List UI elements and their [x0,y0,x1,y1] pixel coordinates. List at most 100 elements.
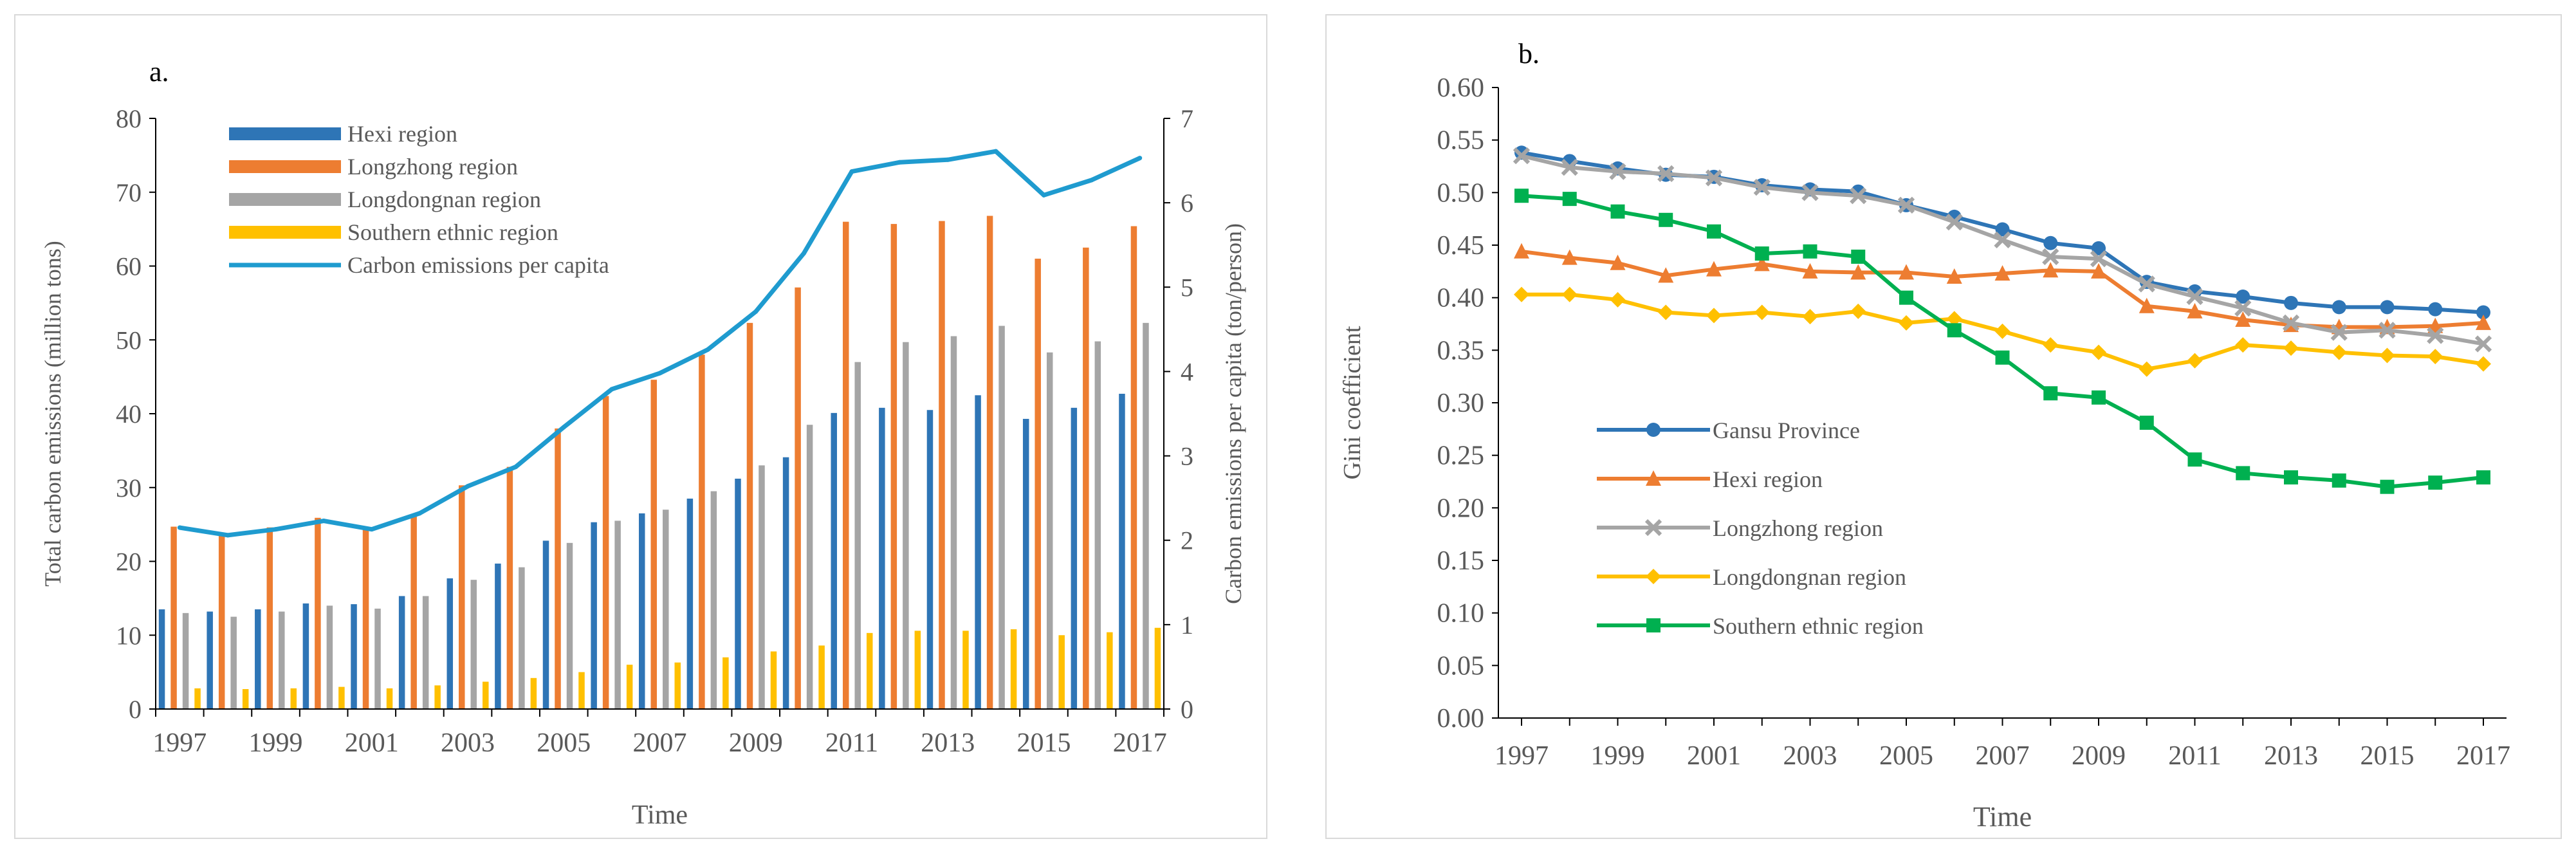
chart-a-panel: a. 0 10 20 30 40 50 60 70 80 0 1 2 3 4 5 6 7 1997 1999 2001 2… [14,14,1267,839]
bar-southern-ethnic-region-2015 [1058,635,1065,709]
point-longdongnan-region-2007 [1994,323,2010,339]
point-longzhong-region-2011 [2186,288,2203,306]
bar-hexi-region-2010 [782,457,789,709]
legend-label-longdongnan-region: Longdongnan region [347,187,541,212]
left-axis-tick-label: 10 [116,621,142,650]
legend-marker-southern-ethnic-region [1646,618,1661,632]
bar-southern-ethnic-region-2006 [626,665,633,709]
left-axis-tick-label: 20 [116,548,142,576]
y-axis-tick-label: 0.05 [1437,651,1485,681]
legend-label-southern-ethnic-region: Southern ethnic region [1713,613,1924,639]
point-longzhong-region-2016-stroke [2427,327,2444,344]
y-axis-tick-label: 0.00 [1437,704,1485,733]
legend-marker-longzhong-region [1644,519,1662,537]
point-southern-ethnic-region-2002 [1754,246,1769,261]
point-hexi-region-1999 [1610,254,1626,270]
point-longzhong-region-2012-stroke [2234,299,2252,317]
point-hexi-region-2011 [2187,302,2203,318]
bar-hexi-region-1998 [207,611,213,709]
point-longdongnan-region-2016 [2427,349,2443,365]
bar-southern-ethnic-region-2011 [866,632,873,709]
point-hexi-region-2002 [1754,255,1770,272]
point-longzhong-region-2002 [1753,179,1771,196]
point-southern-ethnic-region-2005 [1899,290,1913,305]
point-hexi-region-2017 [2476,314,2491,330]
point-longzhong-region-2006 [1946,213,1963,231]
bar-hexi-region-2007 [639,513,645,709]
bar-longdongnan-region-2002 [422,596,429,709]
point-longdongnan-region-2008 [2043,337,2059,353]
bar-hexi-region-1999 [255,609,261,709]
point-longzhong-region-2004 [1850,187,1867,205]
bar-longdongnan-region-2009 [759,465,765,709]
bar-longzhong-region-2015 [1035,259,1041,709]
bar-longzhong-region-2007 [650,380,657,709]
bar-southern-ethnic-region-2004 [530,677,537,709]
x-tick-label-2017: 2017 [1113,728,1167,758]
point-hexi-region-2007 [1994,265,2010,281]
point-longdongnan-region-2004 [1850,303,1866,319]
series-line-carbon-emissions-per-capita [179,149,1141,538]
point-southern-ethnic-region-1999 [1610,204,1625,219]
point-longdongnan-region-2015 [2379,347,2395,364]
bar-southern-ethnic-region-2010 [818,645,825,709]
point-longzhong-region-1997-stroke [1513,147,1531,165]
bar-longdongnan-region-2017 [1143,322,1149,709]
bar-hexi-region-2016 [1071,407,1078,709]
bar-longzhong-region-1998 [218,534,225,709]
x-tick-label-1999: 1999 [1591,741,1645,771]
x-tick-label-1999: 1999 [249,728,303,758]
point-longzhong-region-2017 [2474,335,2492,353]
point-carbon-emissions-per-capita-2011 [849,169,854,174]
point-carbon-emissions-per-capita-2010 [801,251,806,256]
left-axis-tick-label: 30 [116,474,142,502]
point-longdongnan-region-2011 [2187,353,2203,369]
legend-label-longzhong-region: Longzhong region [347,154,518,180]
bar-longzhong-region-2013 [939,221,945,709]
bar-longzhong-region-2010 [795,287,801,710]
point-carbon-emissions-per-capita-2014 [993,149,998,154]
point-longzhong-region-2010 [2138,275,2155,293]
bar-hexi-region-1997 [158,609,165,709]
point-longzhong-region-2002-stroke [1753,179,1771,196]
bar-hexi-region-2017 [1119,394,1125,709]
point-southern-ethnic-region-1998 [1562,192,1577,207]
point-carbon-emissions-per-capita-2003 [465,484,470,489]
y-axis-tick-label: 0.15 [1437,546,1485,576]
point-longzhong-region-2004-stroke [1850,187,1867,205]
point-hexi-region-2003 [1802,263,1818,279]
legend-label-gansu-province: Gansu Province [1713,418,1860,443]
right-axis-tick-label: 3 [1181,442,1193,471]
point-longdongnan-region-2010 [2139,361,2155,377]
point-southern-ethnic-region-2012 [2236,466,2250,481]
bar-longdongnan-region-1998 [230,616,237,709]
right-axis-tick-label: 5 [1181,273,1193,302]
x-tick-label-2011: 2011 [2168,741,2221,771]
legend-swatch-hexi-region [229,127,341,140]
bar-southern-ethnic-region-2013 [962,631,969,709]
x-tick-label-2011: 2011 [825,728,878,758]
bar-hexi-region-2009 [735,478,741,709]
x-tick-label-2007: 2007 [1976,741,2030,771]
point-longdongnan-region-1997 [1514,286,1529,302]
bar-longzhong-region-2002 [410,515,417,709]
point-longzhong-region-2010-stroke [2138,275,2155,293]
point-longdongnan-region-2005 [1899,315,1914,331]
y-axis-tick-label: 0.35 [1437,336,1485,365]
bar-longzhong-region-2006 [602,396,609,709]
point-southern-ethnic-region-2017 [2476,470,2490,484]
bar-longzhong-region-2017 [1130,226,1137,709]
right-axis-tick-label: 0 [1181,695,1193,724]
point-southern-ethnic-region-2000 [1659,212,1673,227]
bar-hexi-region-2014 [975,395,981,709]
y-axis-tick-label: 0.25 [1437,441,1485,471]
point-gansu-province-2012 [2236,290,2250,304]
point-southern-ethnic-region-2004 [1851,249,1866,264]
right-axis-tick-label: 7 [1181,104,1193,133]
point-southern-ethnic-region-2001 [1707,224,1721,239]
point-hexi-region-1997 [1514,243,1529,259]
point-carbon-emissions-per-capita-2002 [417,511,422,516]
point-southern-ethnic-region-2011 [2187,452,2202,467]
point-hexi-region-1998 [1561,249,1578,265]
bar-longdongnan-region-2000 [326,605,333,709]
